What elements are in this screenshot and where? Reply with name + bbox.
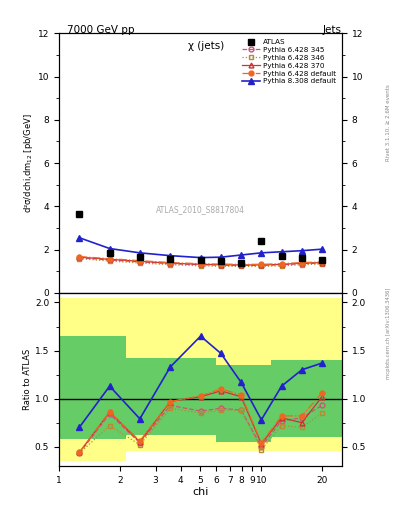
Pythia 6.428 370 [320,260,325,266]
Text: mcplots.cern.ch [arXiv:1306.3436]: mcplots.cern.ch [arXiv:1306.3436] [386,287,391,378]
Pythia 6.428 345 [168,261,173,267]
Pythia 6.428 346 [107,258,112,264]
ATLAS [168,257,173,263]
ATLAS [320,258,325,264]
Pythia 6.428 default [320,259,325,265]
ATLAS [138,254,142,260]
Pythia 6.428 370 [279,261,284,267]
Pythia 6.428 default [219,261,223,267]
Pythia 8.308 default [77,234,82,241]
ATLAS [107,250,112,256]
Pythia 6.428 346 [168,262,173,268]
Text: Rivet 3.1.10, ≥ 2.6M events: Rivet 3.1.10, ≥ 2.6M events [386,84,391,161]
Pythia 6.428 370 [239,262,243,268]
Pythia 8.308 default [138,250,142,256]
Pythia 6.428 370 [168,260,173,266]
Pythia 6.428 345 [198,262,203,268]
Pythia 6.428 370 [198,261,203,267]
Pythia 6.428 346 [219,263,223,269]
Pythia 6.428 370 [77,254,82,260]
Pythia 6.428 default [299,260,304,266]
Pythia 6.428 default [279,261,284,267]
Pythia 8.308 default [198,254,203,261]
Text: χ (jets): χ (jets) [188,41,224,51]
Pythia 6.428 345 [107,257,112,263]
Text: ATLAS_2010_S8817804: ATLAS_2010_S8817804 [156,205,245,215]
Pythia 6.428 370 [299,260,304,266]
Legend: ATLAS, Pythia 6.428 345, Pythia 6.428 346, Pythia 6.428 370, Pythia 6.428 defaul: ATLAS, Pythia 6.428 345, Pythia 6.428 34… [240,37,338,87]
Pythia 6.428 default [168,260,173,266]
ATLAS [198,258,203,264]
Y-axis label: d²σ/dchi,dm$_{12}$ [pb/GeV]: d²σ/dchi,dm$_{12}$ [pb/GeV] [22,113,35,213]
Pythia 6.428 346 [320,261,325,267]
Pythia 8.308 default [107,245,112,251]
ATLAS [279,253,284,259]
Pythia 8.308 default [168,252,173,259]
Pythia 6.428 345 [239,262,243,268]
Pythia 8.308 default [299,248,304,254]
Y-axis label: Ratio to ATLAS: Ratio to ATLAS [23,349,32,410]
Pythia 6.428 346 [279,263,284,269]
Pythia 6.428 345 [299,261,304,267]
Pythia 6.428 345 [138,259,142,265]
Pythia 6.428 346 [198,263,203,269]
ATLAS [219,259,223,265]
Pythia 6.428 370 [259,262,264,268]
Pythia 6.428 346 [138,260,142,266]
Pythia 6.428 default [138,258,142,264]
Pythia 6.428 default [77,253,82,260]
Pythia 8.308 default [279,249,284,255]
Pythia 6.428 346 [299,262,304,268]
Pythia 6.428 default [198,261,203,267]
Pythia 6.428 345 [279,262,284,268]
X-axis label: chi: chi [192,487,209,498]
Pythia 8.308 default [219,254,223,260]
ATLAS [299,255,304,261]
ATLAS [77,211,82,217]
Pythia 6.428 346 [259,263,264,269]
ATLAS [259,238,264,244]
Pythia 6.428 default [259,261,264,267]
Text: 7000 GeV pp: 7000 GeV pp [67,25,134,35]
Line: Pythia 6.428 default: Pythia 6.428 default [77,254,325,267]
Line: Pythia 6.428 346: Pythia 6.428 346 [77,256,325,269]
Pythia 6.428 345 [77,255,82,261]
Pythia 6.428 345 [259,262,264,268]
Pythia 8.308 default [320,246,325,252]
Line: Pythia 6.428 370: Pythia 6.428 370 [77,255,325,267]
Line: Pythia 8.308 default: Pythia 8.308 default [76,234,325,261]
Pythia 6.428 346 [77,255,82,262]
Pythia 6.428 370 [107,257,112,263]
ATLAS [239,260,243,266]
Pythia 6.428 default [107,255,112,262]
Pythia 6.428 370 [219,262,223,268]
Text: Jets: Jets [323,25,342,35]
Pythia 6.428 370 [138,258,142,264]
Pythia 6.428 346 [239,263,243,269]
Pythia 6.428 345 [320,260,325,266]
Line: Pythia 6.428 345: Pythia 6.428 345 [77,255,325,268]
Pythia 8.308 default [239,252,243,258]
Line: ATLAS: ATLAS [76,211,325,266]
Pythia 8.308 default [259,250,264,256]
Pythia 6.428 345 [219,262,223,268]
Pythia 6.428 default [239,261,243,267]
